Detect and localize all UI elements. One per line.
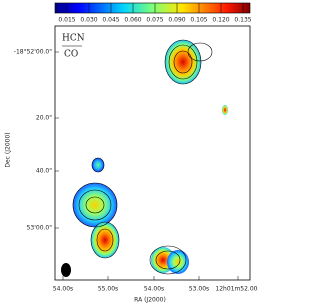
source-blob <box>91 222 119 258</box>
x-ticks: 54.00s 55.00s 54.00s 53.00s 12h01m52.00s <box>53 276 258 293</box>
y-tick-label: 40.0" <box>36 168 52 175</box>
x-tick-label: 12h01m52.00s <box>215 286 258 293</box>
colorbar-tick-label: 0.135 <box>234 17 251 24</box>
colorbar-tick-label: 0.090 <box>168 17 185 24</box>
emission-map <box>61 39 228 277</box>
colorbar-tick-label: 0.075 <box>146 17 163 24</box>
legend-co: CO <box>64 50 78 60</box>
x-tick-label: 54.00s <box>53 286 73 293</box>
colorbar-tick-label: 0.060 <box>124 17 141 24</box>
figure: 0.015 0.030 0.045 0.060 0.075 0.090 0.105 0.120… <box>5 2 258 304</box>
source-blob <box>92 158 104 172</box>
colorbar-ticks: 0.015 0.030 0.045 0.060 0.075 0.090 0.105 0.120… <box>58 3 252 24</box>
x-tick-label: 53.00s <box>189 286 209 293</box>
colorbar-tick-label: 0.120 <box>212 17 229 24</box>
source-blob <box>165 40 201 84</box>
source-blob <box>222 105 228 115</box>
y-tick-label: 20.0" <box>36 115 52 122</box>
y-tick-label: 53'00.0" <box>27 225 53 232</box>
legend-hcn: HCN <box>62 34 85 44</box>
y-ticks: -18°52'00.0" 20.0" 40.0" 53'00.0" <box>14 49 59 232</box>
colorbar-tick-label: 0.105 <box>190 17 207 24</box>
y-tick-label: -18°52'00.0" <box>14 49 52 56</box>
colorbar <box>54 2 251 14</box>
beam <box>61 263 71 277</box>
colorbar-tick-label: 0.015 <box>58 17 75 24</box>
x-axis-label: RA (J2000) <box>134 297 166 304</box>
y-axis-label: Dec (J2000) <box>5 132 12 167</box>
colorbar-tick-label: 0.030 <box>80 17 97 24</box>
source-blob <box>167 250 189 274</box>
plot-frame <box>54 25 251 281</box>
colorbar-tick-label: 0.045 <box>102 17 119 24</box>
x-tick-label: 54.00s <box>144 286 164 293</box>
x-tick-label: 55.00s <box>98 286 118 293</box>
